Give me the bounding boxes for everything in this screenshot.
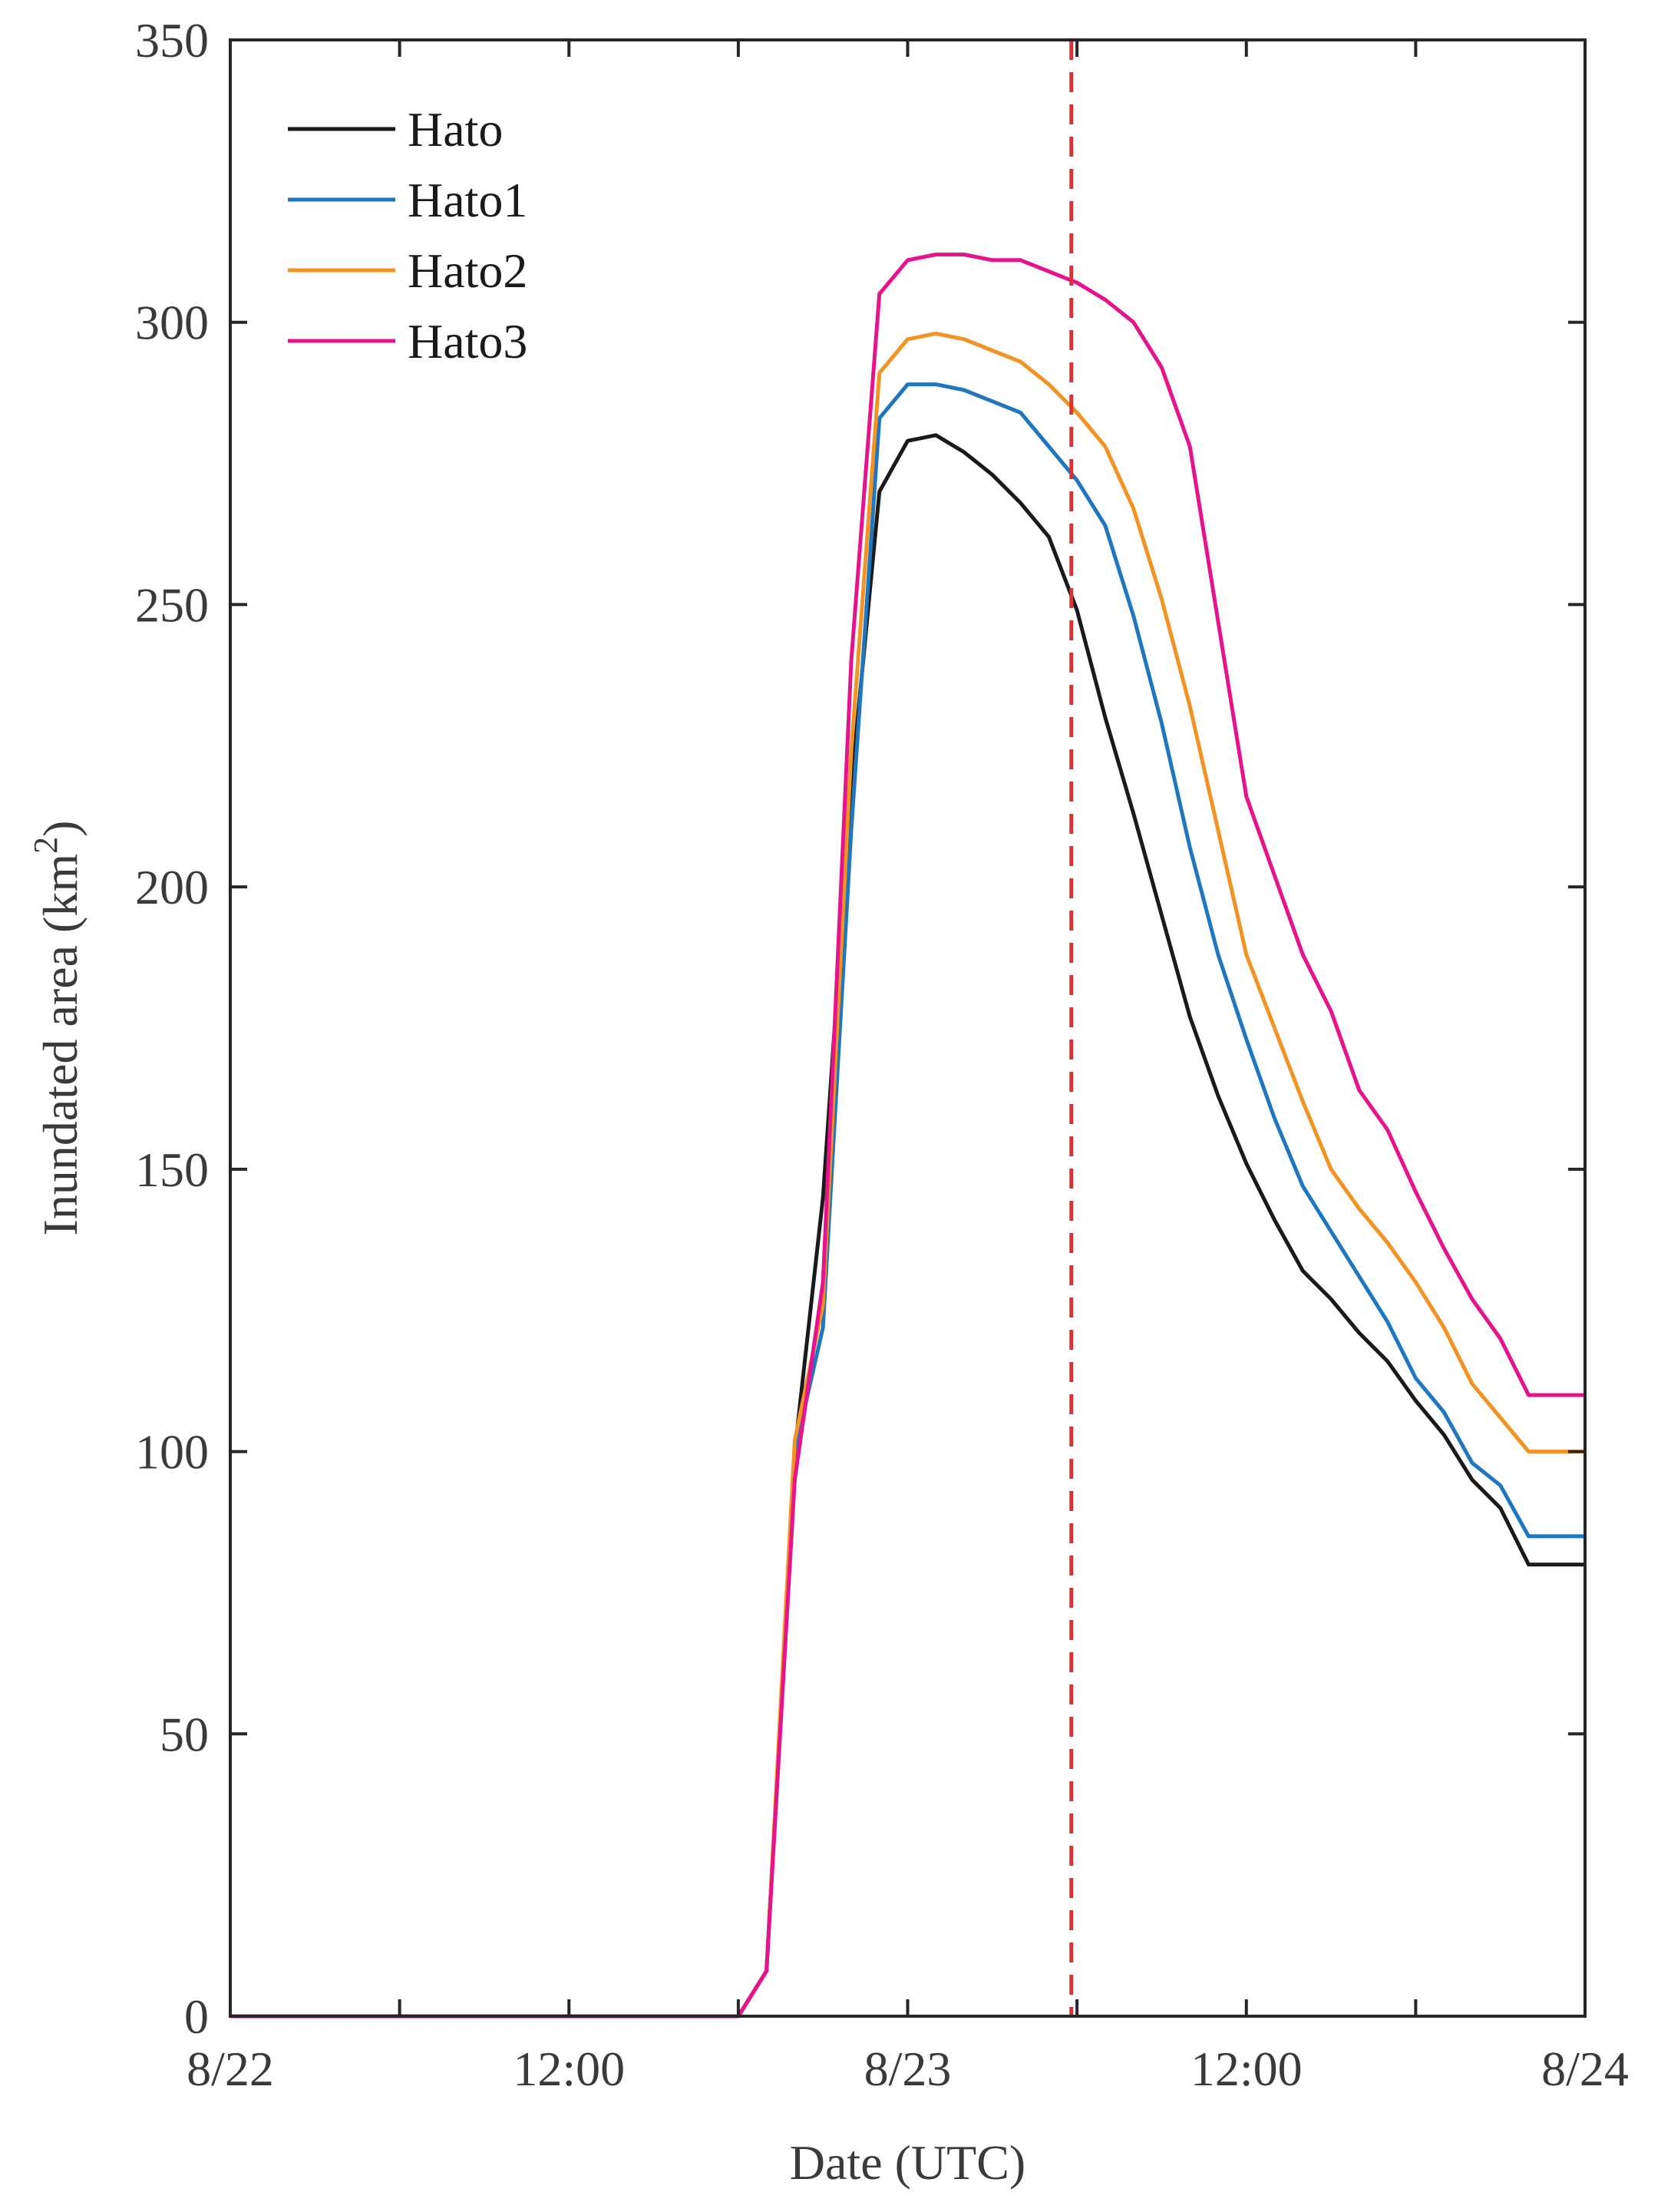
series-line-hato3: [230, 253, 1585, 2019]
x-tick-label: 12:00: [1191, 2042, 1303, 2096]
legend-label-hato: Hato: [408, 102, 503, 157]
plot-lines-group: [230, 253, 1585, 2019]
y-axis-title-main: Inundated area (km: [33, 854, 88, 1236]
x-ticks-group: 8/22 12:00 8/23 12:00 8/24: [187, 40, 1629, 2096]
y-tick-label: 250: [135, 577, 209, 632]
y-axis-title-superscript: 2: [27, 837, 64, 854]
x-tick-label: 12:00: [513, 2042, 625, 2096]
series-line-hato1: [230, 382, 1585, 2019]
y-tick-label: 300: [135, 296, 209, 350]
y-tick-label: 0: [184, 1989, 209, 2044]
x-tick-label: 8/22: [187, 2042, 274, 2096]
y-axis-title-close: ): [33, 821, 88, 837]
legend: Hato Hato1 Hato2 Hato3: [288, 102, 527, 369]
y-tick-label: 150: [135, 1142, 209, 1197]
y-tick-label: 100: [135, 1425, 209, 1480]
y-tick-label: 350: [135, 13, 209, 68]
x-tick-label: 8/24: [1541, 2042, 1629, 2096]
legend-label-hato3: Hato3: [408, 314, 527, 369]
y-axis-title: Inundated area (km2): [27, 821, 88, 1236]
y-tick-label: 50: [160, 1707, 209, 1761]
series-line-hato2: [230, 331, 1585, 2019]
x-tick-label: 8/23: [864, 2042, 952, 2096]
legend-label-hato1: Hato1: [408, 173, 527, 227]
x-axis-title: Date (UTC): [790, 2135, 1025, 2190]
series-line-hato: [230, 433, 1585, 2019]
y-tick-label: 200: [135, 860, 209, 914]
y-ticks-group: 0 50 100 150 200 250 300 350: [135, 13, 1585, 2044]
legend-label-hato2: Hato2: [408, 243, 527, 298]
